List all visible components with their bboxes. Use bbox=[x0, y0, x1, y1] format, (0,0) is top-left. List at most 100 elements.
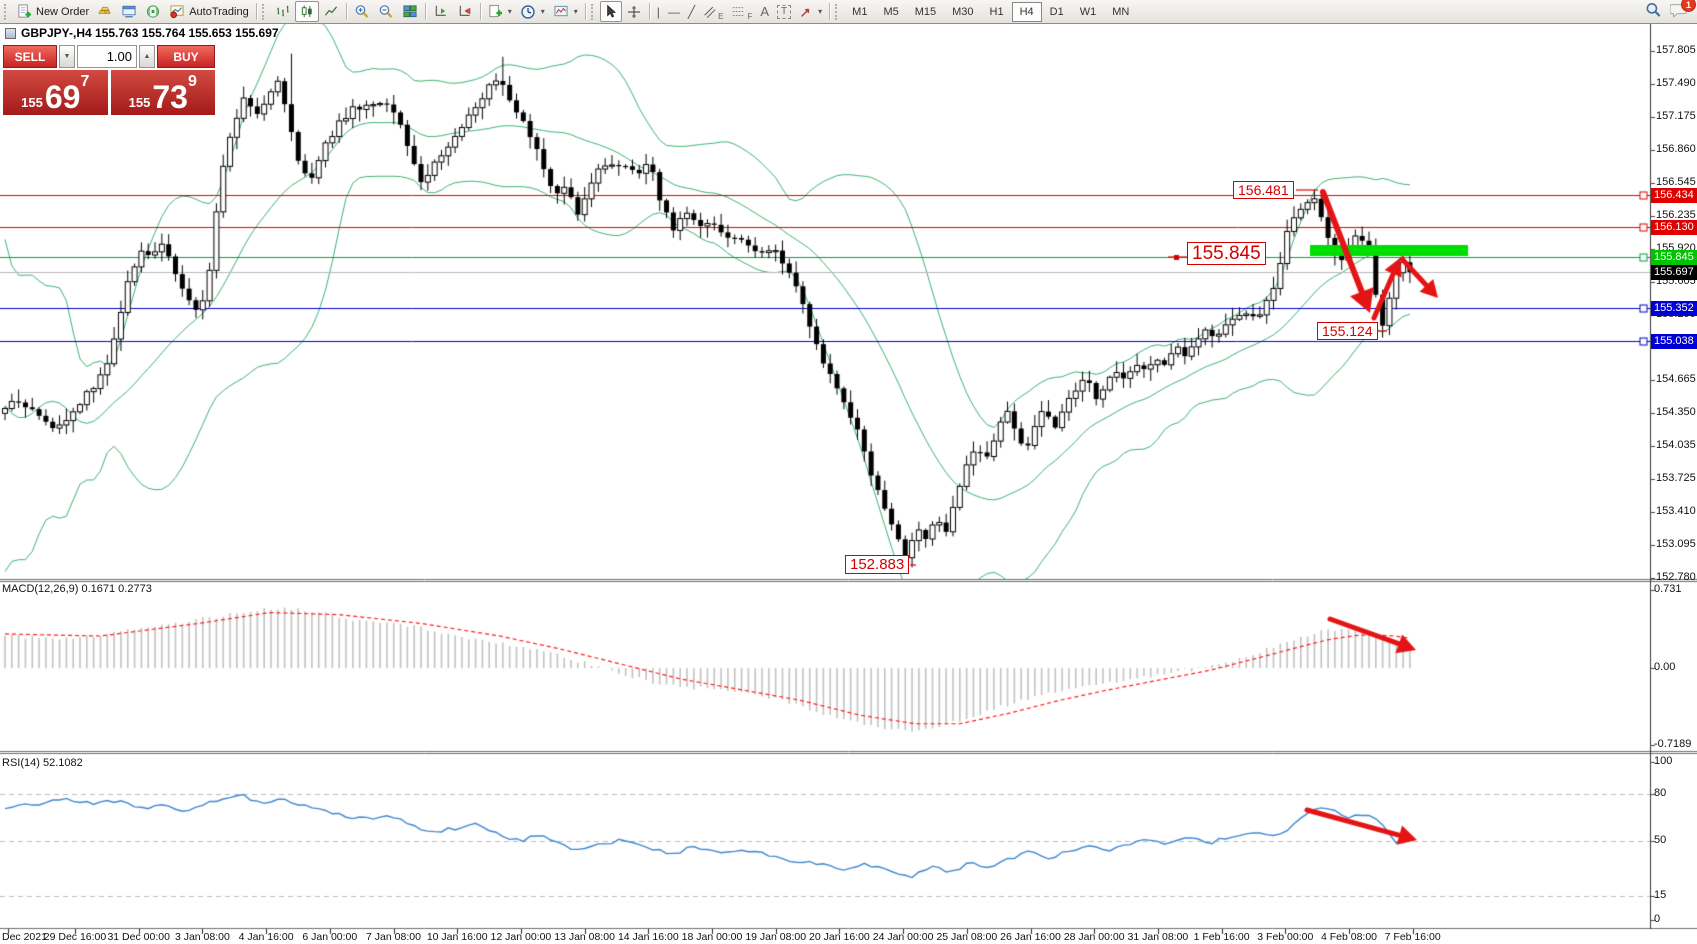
timeframe-m30-button[interactable]: M30 bbox=[952, 5, 974, 18]
timeframe-h1-button[interactable]: H1 bbox=[989, 5, 1004, 18]
toolbar: New Order AutoTrading ▾ ▾ ▾ bbox=[0, 0, 1697, 24]
notifications-button[interactable]: 1 bbox=[1669, 0, 1696, 21]
line-chart-mode-button[interactable] bbox=[319, 1, 343, 22]
toolbar-grip[interactable] bbox=[4, 3, 11, 20]
toolbar-separator bbox=[584, 3, 586, 20]
chart-shift-button[interactable] bbox=[453, 1, 477, 22]
trendline-tool-button[interactable]: ╱ bbox=[684, 1, 699, 22]
horizontal-line-tool-button[interactable]: — bbox=[664, 1, 684, 22]
sell-button[interactable]: SELL bbox=[3, 45, 57, 68]
signals-icon bbox=[145, 4, 161, 19]
chart-title: GBPJPY-,H4 155.763 155.764 155.653 155.6… bbox=[5, 26, 279, 40]
label-tool-icon: T bbox=[777, 4, 792, 19]
toolbar-separator bbox=[479, 3, 481, 20]
sell-price-prefix: 155 bbox=[21, 95, 43, 110]
timeframe-mn-button[interactable]: MN bbox=[1112, 5, 1130, 18]
indicators-button[interactable]: ▾ bbox=[549, 1, 582, 22]
buy-price-pip: 9 bbox=[187, 73, 197, 90]
autotrading-label: AutoTrading bbox=[189, 5, 249, 18]
terminal-button[interactable] bbox=[117, 1, 141, 22]
cursor-tool-button[interactable] bbox=[599, 1, 622, 22]
vertical-line-icon: | bbox=[656, 4, 660, 19]
crosshair-icon bbox=[626, 4, 642, 20]
dropdown-arrow-icon: ▾ bbox=[573, 7, 578, 16]
template-icon bbox=[488, 4, 503, 19]
autotrading-icon bbox=[169, 4, 185, 19]
sell-price-pip: 7 bbox=[80, 73, 90, 90]
crosshair-tool-button[interactable] bbox=[622, 1, 646, 22]
fibonacci-letter: F bbox=[747, 12, 753, 21]
volume-input[interactable] bbox=[77, 45, 137, 68]
periods-button[interactable]: ▾ bbox=[516, 1, 549, 22]
zoom-out-button[interactable] bbox=[374, 1, 398, 22]
arrows-tool-icon bbox=[799, 5, 813, 19]
text-tool-button[interactable]: A bbox=[756, 1, 773, 22]
line-chart-icon bbox=[323, 4, 339, 19]
timeframe-m15-button[interactable]: M15 bbox=[914, 5, 937, 18]
new-order-button[interactable]: New Order bbox=[13, 1, 93, 22]
gold-bars-button[interactable] bbox=[93, 1, 117, 22]
rsi-indicator-label: RSI(14) 52.1082 bbox=[2, 757, 83, 769]
timeframe-m1-button[interactable]: M1 bbox=[852, 5, 868, 18]
trendline-icon: ╱ bbox=[687, 4, 696, 19]
auto-scroll-icon bbox=[433, 4, 449, 19]
tile-windows-button[interactable] bbox=[398, 1, 422, 22]
volume-increase-button[interactable]: ▲ bbox=[139, 45, 155, 68]
sell-price-main: 69 bbox=[44, 79, 81, 116]
toolbar-separator bbox=[255, 3, 257, 20]
toolbar-separator bbox=[648, 3, 650, 20]
toolbar-separator bbox=[829, 3, 831, 20]
dropdown-arrow-icon: ▾ bbox=[540, 7, 545, 16]
buy-price-main: 73 bbox=[152, 79, 188, 116]
timeframe-w1-button[interactable]: W1 bbox=[1079, 5, 1097, 18]
timeframe-d1-button[interactable]: D1 bbox=[1049, 5, 1064, 18]
bar-chart-icon bbox=[275, 4, 291, 19]
auto-scroll-button[interactable] bbox=[429, 1, 453, 22]
templates-button[interactable]: ▾ bbox=[484, 1, 516, 22]
channel-letter: E bbox=[718, 12, 724, 21]
fibonacci-icon bbox=[731, 5, 745, 19]
chart-title-text: GBPJPY-,H4 155.763 155.764 155.653 155.6… bbox=[21, 26, 279, 40]
candlestick-icon bbox=[299, 4, 315, 19]
dropdown-arrow-icon: ▾ bbox=[507, 7, 512, 16]
toolbar-separator bbox=[424, 3, 426, 20]
horizontal-line-icon: — bbox=[667, 4, 680, 19]
toolbar-grip[interactable] bbox=[261, 3, 269, 20]
autotrading-button[interactable]: AutoTrading bbox=[165, 1, 253, 22]
indicators-icon bbox=[553, 4, 569, 19]
toolbar-grip[interactable] bbox=[590, 3, 598, 20]
channel-icon bbox=[703, 5, 716, 19]
label-tool-button[interactable]: T bbox=[773, 1, 795, 22]
chart-window-icon bbox=[5, 27, 16, 39]
toolbar-grip[interactable] bbox=[835, 3, 842, 20]
tile-windows-icon bbox=[402, 4, 418, 19]
buy-price-display[interactable]: 155 73 9 bbox=[110, 70, 215, 116]
bar-chart-mode-button[interactable] bbox=[271, 1, 295, 22]
notification-badge: 1 bbox=[1681, 0, 1696, 12]
cursor-icon bbox=[604, 4, 618, 19]
candlestick-mode-button[interactable] bbox=[294, 1, 319, 22]
toolbar-separator bbox=[345, 3, 347, 20]
search-icon[interactable] bbox=[1645, 2, 1662, 22]
clock-icon bbox=[520, 4, 536, 20]
channel-tool-button[interactable]: E bbox=[699, 1, 727, 22]
gold-bars-icon bbox=[97, 4, 113, 19]
zoom-in-button[interactable] bbox=[350, 1, 374, 22]
arrows-tool-button[interactable]: ▾ bbox=[795, 1, 826, 22]
timeframe-h4-button[interactable]: H4 bbox=[1011, 1, 1042, 22]
vertical-line-tool-button[interactable]: | bbox=[653, 1, 664, 22]
volume-decrease-button[interactable]: ▼ bbox=[59, 45, 75, 68]
text-tool-icon: A bbox=[760, 4, 770, 19]
buy-price-prefix: 155 bbox=[128, 95, 151, 110]
timeframe-m5-button[interactable]: M5 bbox=[883, 5, 899, 18]
sell-price-display[interactable]: 155 69 7 bbox=[3, 70, 108, 115]
dropdown-arrow-icon: ▾ bbox=[818, 7, 823, 16]
signals-button[interactable] bbox=[141, 1, 165, 22]
toolbar-right-group: 1 bbox=[1645, 0, 1697, 22]
fibonacci-tool-button[interactable]: F bbox=[727, 1, 756, 22]
buy-button[interactable]: BUY bbox=[157, 45, 215, 68]
chart-shift-icon bbox=[457, 4, 473, 19]
